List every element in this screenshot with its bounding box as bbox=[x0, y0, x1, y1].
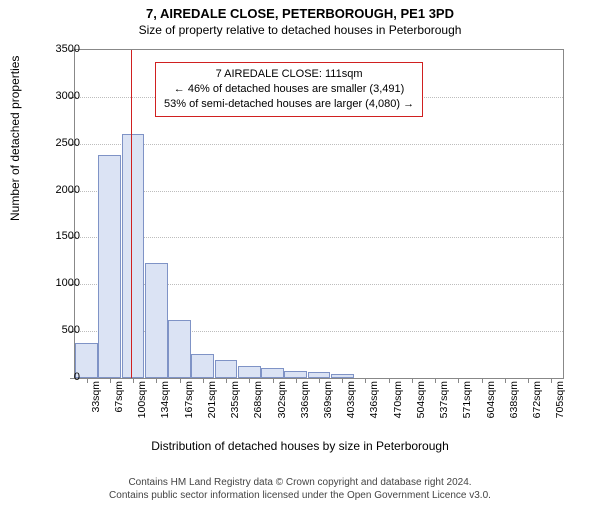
xtick-mark bbox=[296, 378, 297, 383]
xtick-label: 302sqm bbox=[276, 381, 288, 418]
xtick-label: 100sqm bbox=[136, 381, 148, 418]
xtick-label: 67sqm bbox=[113, 381, 125, 413]
xtick-label: 672sqm bbox=[531, 381, 543, 418]
x-axis-label: Distribution of detached houses by size … bbox=[20, 439, 580, 453]
xtick-label: 201sqm bbox=[206, 381, 218, 418]
xtick-label: 235sqm bbox=[229, 381, 241, 418]
plot-area: 7 AIREDALE CLOSE: 111sqm ← 46% of detach… bbox=[74, 49, 564, 379]
histogram-bar bbox=[145, 263, 168, 378]
info-box: 7 AIREDALE CLOSE: 111sqm ← 46% of detach… bbox=[155, 62, 423, 117]
ytick-label: 0 bbox=[74, 371, 80, 383]
ytick-label: 1000 bbox=[56, 277, 80, 289]
ytick-label: 3000 bbox=[56, 90, 80, 102]
ytick-label: 1500 bbox=[56, 230, 80, 242]
xtick-mark bbox=[87, 378, 88, 383]
xtick-label: 638sqm bbox=[508, 381, 520, 418]
xtick-mark bbox=[319, 378, 320, 383]
reference-line bbox=[131, 50, 132, 378]
xtick-mark bbox=[110, 378, 111, 383]
xtick-label: 134sqm bbox=[159, 381, 171, 418]
footer-line1: Contains HM Land Registry data © Crown c… bbox=[0, 476, 600, 489]
ytick-label: 500 bbox=[62, 324, 80, 336]
info-box-line2: ← 46% of detached houses are smaller (3,… bbox=[164, 82, 414, 97]
xtick-label: 571sqm bbox=[461, 381, 473, 418]
info-box-line1: 7 AIREDALE CLOSE: 111sqm bbox=[164, 67, 414, 82]
xtick-mark bbox=[505, 378, 506, 383]
histogram-bar bbox=[238, 366, 261, 378]
histogram-bar bbox=[331, 374, 354, 378]
histogram-bar bbox=[261, 368, 284, 378]
ytick-label: 2500 bbox=[56, 137, 80, 149]
histogram-bar bbox=[98, 155, 121, 378]
xtick-mark bbox=[365, 378, 366, 383]
xtick-mark bbox=[482, 378, 483, 383]
xtick-mark bbox=[551, 378, 552, 383]
xtick-mark bbox=[203, 378, 204, 383]
footer-line2: Contains public sector information licen… bbox=[0, 489, 600, 502]
ytick-label: 2000 bbox=[56, 184, 80, 196]
xtick-label: 369sqm bbox=[322, 381, 334, 418]
xtick-mark bbox=[273, 378, 274, 383]
xtick-label: 537sqm bbox=[438, 381, 450, 418]
xtick-mark bbox=[226, 378, 227, 383]
xtick-mark bbox=[156, 378, 157, 383]
histogram-bar bbox=[308, 372, 331, 378]
histogram-bar bbox=[122, 134, 145, 378]
xtick-label: 336sqm bbox=[299, 381, 311, 418]
xtick-label: 470sqm bbox=[392, 381, 404, 418]
histogram-bar bbox=[284, 371, 307, 378]
xtick-label: 33sqm bbox=[90, 381, 102, 413]
y-axis-label: Number of detached properties bbox=[8, 56, 22, 221]
xtick-mark bbox=[389, 378, 390, 383]
histogram-bar bbox=[215, 360, 238, 378]
xtick-label: 504sqm bbox=[415, 381, 427, 418]
xtick-mark bbox=[180, 378, 181, 383]
xtick-label: 167sqm bbox=[183, 381, 195, 418]
ytick-label: 3500 bbox=[56, 43, 80, 55]
gridline-h bbox=[75, 144, 563, 145]
xtick-label: 268sqm bbox=[252, 381, 264, 418]
footer: Contains HM Land Registry data © Crown c… bbox=[0, 476, 600, 502]
xtick-label: 705sqm bbox=[554, 381, 566, 418]
xtick-mark bbox=[133, 378, 134, 383]
gridline-h bbox=[75, 191, 563, 192]
page-subtitle: Size of property relative to detached ho… bbox=[0, 23, 600, 37]
xtick-mark bbox=[458, 378, 459, 383]
xtick-mark bbox=[435, 378, 436, 383]
xtick-mark bbox=[412, 378, 413, 383]
xtick-mark bbox=[342, 378, 343, 383]
xtick-label: 403sqm bbox=[345, 381, 357, 418]
xtick-mark bbox=[249, 378, 250, 383]
xtick-label: 604sqm bbox=[485, 381, 497, 418]
histogram-bar bbox=[191, 354, 214, 378]
info-box-line3: 53% of semi-detached houses are larger (… bbox=[164, 97, 414, 112]
xtick-label: 436sqm bbox=[368, 381, 380, 418]
gridline-h bbox=[75, 237, 563, 238]
histogram-bar bbox=[168, 320, 191, 378]
xtick-mark bbox=[528, 378, 529, 383]
page-title: 7, AIREDALE CLOSE, PETERBOROUGH, PE1 3PD bbox=[0, 6, 600, 21]
